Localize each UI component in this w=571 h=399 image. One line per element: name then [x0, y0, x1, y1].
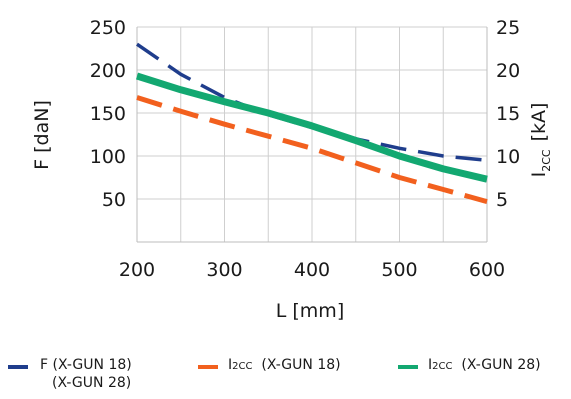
legend-label-f-line2: (X-GUN 28) — [52, 375, 132, 391]
right-y-tick-label: 25 — [496, 17, 520, 39]
x-tick-label: 500 — [381, 259, 417, 281]
series-line-1 — [136, 95, 488, 205]
series-line-2 — [135, 72, 488, 183]
grid-lines — [136, 26, 488, 243]
right-y-tick-label: 10 — [496, 146, 520, 168]
line-chart: 200 300 400 500 600 50 100 150 200 250 5 10 15 20 25 L… — [31, 17, 553, 322]
right-y-axis-title: I2CC[kA] — [528, 103, 553, 178]
right-y-tick-label: 15 — [496, 103, 520, 125]
tick-labels: 200 300 400 500 600 50 100 150 200 250 5 10 15 20 25 — [90, 17, 520, 281]
left-y-axis-title: F [daN] — [31, 100, 53, 170]
right-y-tick-label: 5 — [496, 189, 508, 211]
legend-swatch-orange-dashed — [198, 365, 218, 369]
legend: F (X-GUN 18) (X-GUN 28) I2CC (X-GUN 18) … — [8, 356, 568, 396]
x-axis-title: L [mm] — [276, 300, 344, 322]
x-tick-label: 200 — [119, 259, 155, 281]
left-y-tick-label: 100 — [90, 146, 126, 168]
right-y-tick-label: 20 — [496, 60, 520, 82]
legend-swatch-green-solid — [398, 365, 418, 369]
x-tick-label: 400 — [294, 259, 330, 281]
left-y-tick-label: 200 — [90, 60, 126, 82]
legend-label-i2cc-28: I2CC (X-GUN 28) — [428, 357, 541, 373]
x-tick-label: 600 — [469, 259, 505, 281]
legend-swatch-blue-dashed — [8, 365, 28, 369]
left-y-tick-label: 50 — [102, 189, 126, 211]
legend-label-f: F (X-GUN 18) (X-GUN 28) — [40, 356, 132, 392]
legend-label-f-line1: F (X-GUN 18) — [40, 357, 132, 373]
left-y-tick-label: 150 — [90, 103, 126, 125]
series-lines — [135, 42, 488, 205]
legend-label-i2cc-18: I2CC (X-GUN 18) — [228, 357, 341, 373]
x-tick-label: 300 — [206, 259, 242, 281]
left-y-tick-label: 250 — [90, 17, 126, 39]
